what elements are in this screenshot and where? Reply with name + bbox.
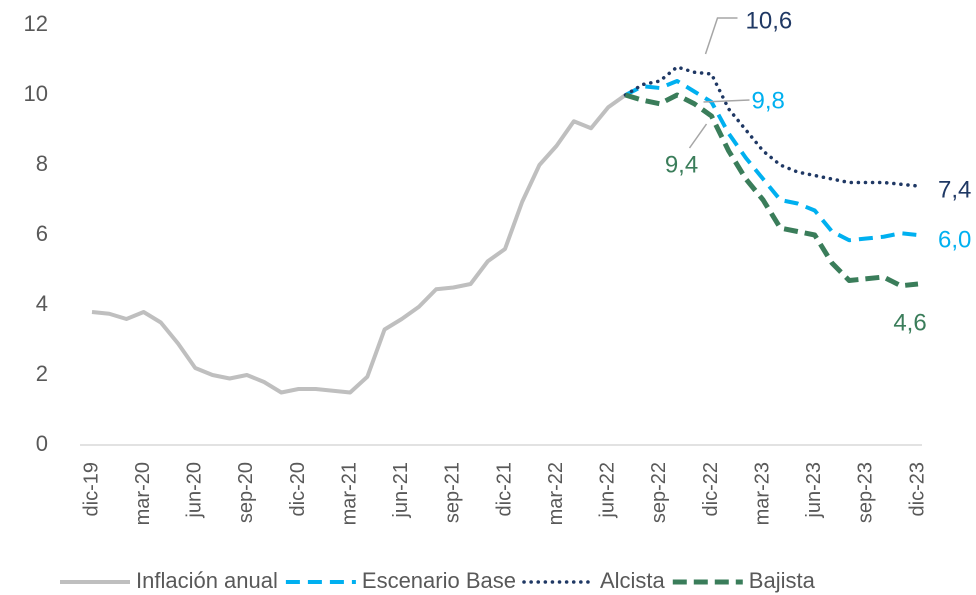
y-tick-label: 0: [36, 431, 48, 456]
x-tick-label: jun-22: [597, 462, 619, 519]
y-tick-label: 8: [36, 151, 48, 176]
x-tick-label: sep-22: [648, 462, 670, 523]
x-tick-label: dic-23: [906, 462, 928, 516]
y-tick-label: 2: [36, 361, 48, 386]
x-tick-label: mar-20: [132, 462, 154, 525]
x-tick-label: sep-20: [235, 462, 257, 523]
data-label: 7,4: [938, 176, 971, 203]
legend-label: Alcista: [600, 568, 666, 593]
series-line: [91, 93, 627, 395]
x-tick-label: dic-22: [700, 462, 722, 516]
y-tick-label: 6: [36, 221, 48, 246]
x-tick-label: jun-23: [803, 462, 825, 519]
data-label: 9,8: [752, 87, 785, 114]
y-tick-label: 12: [24, 11, 48, 36]
series-line: [624, 79, 919, 243]
legend-label: Escenario Base: [362, 568, 516, 593]
series-line: [624, 92, 919, 289]
leader-line: [703, 99, 750, 103]
x-tick-label: mar-22: [545, 462, 567, 525]
x-tick-label: mar-23: [751, 462, 773, 525]
x-tick-label: dic-21: [493, 462, 515, 516]
x-tick-label: jun-21: [390, 462, 412, 519]
y-tick-label: 4: [36, 291, 48, 316]
series-line: [623, 65, 920, 188]
x-tick-label: sep-21: [442, 462, 464, 523]
y-tick-label: 10: [24, 81, 48, 106]
data-label: 4,6: [893, 309, 926, 336]
legend-label: Bajista: [749, 568, 816, 593]
data-label: 9,4: [665, 151, 698, 178]
x-tick-label: jun-20: [184, 462, 206, 519]
data-label: 6,0: [938, 226, 971, 253]
leader-line: [688, 123, 708, 149]
legend-label: Inflación anual: [136, 568, 278, 593]
x-tick-label: dic-19: [80, 462, 102, 516]
x-tick-label: sep-23: [855, 462, 877, 523]
x-tick-label: dic-20: [287, 462, 309, 516]
data-label: 10,6: [746, 7, 793, 34]
leader-line: [704, 17, 738, 55]
x-tick-label: mar-21: [338, 462, 360, 525]
